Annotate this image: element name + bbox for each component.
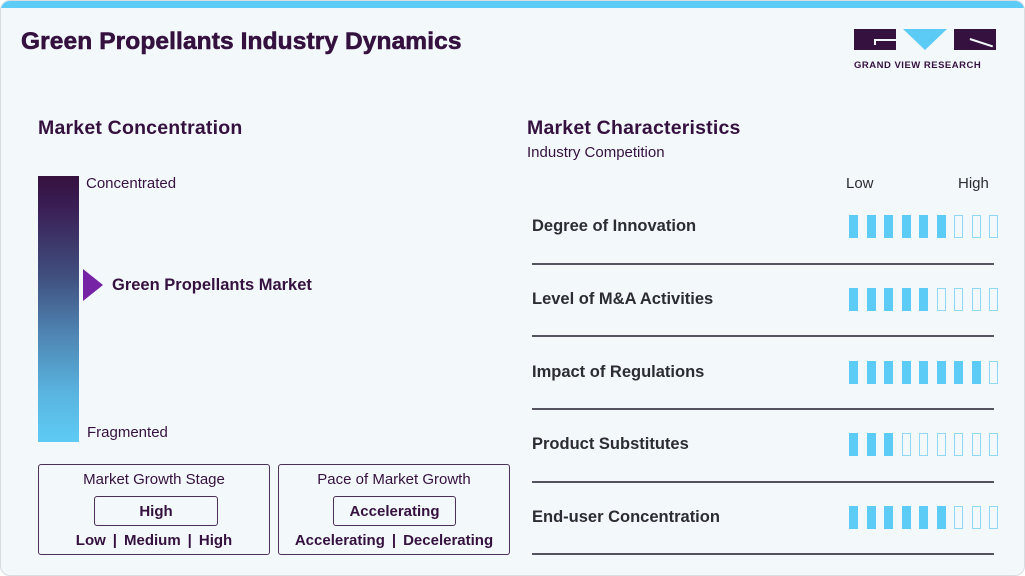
rating-bar-empty [989,360,998,384]
characteristic-label: Impact of Regulations [532,362,705,381]
separator: | [112,532,117,549]
rating-bars [849,190,998,262]
rating-bar-filled [884,505,893,529]
logo-g-stub [874,39,876,45]
rating-bar-empty [954,432,963,456]
growth-option-low: Low [75,532,106,549]
rating-bar-filled [884,214,893,238]
separator: | [187,532,192,549]
rating-bar-filled [901,505,911,529]
rating-bar-empty [989,432,998,456]
rating-bar-empty [954,505,963,529]
scale-high-label: High [958,175,989,192]
logo-v-triangle-icon [903,29,947,50]
scale-low-label: Low [846,175,874,192]
row-divider [532,408,994,410]
row-divider [532,553,994,555]
rating-bar-filled [849,432,858,456]
rating-bar-empty [989,287,998,311]
characteristic-row: Level of M&A Activities [532,263,998,335]
characteristic-row: Impact of Regulations [532,336,998,408]
top-accent-strip [1,1,1024,8]
rating-bar-empty [919,432,928,456]
rating-bar-filled [884,287,893,311]
characteristic-label: End-user Concentration [532,507,720,526]
rating-bar-filled [884,360,893,384]
concentrated-label: Concentrated [86,175,177,192]
rating-bars [849,263,998,335]
growth-option-high: High [198,532,233,549]
rating-bar-filled [866,505,876,529]
rating-bar-filled [849,505,858,529]
rating-bar-empty [901,432,911,456]
pace-option-accelerating: Accelerating [294,532,385,549]
rating-bar-filled [866,432,876,456]
market-growth-stage-options: Low | Medium | High [39,532,269,549]
pace-of-market-growth-title: Pace of Market Growth [317,471,471,488]
rating-bar-filled [919,214,928,238]
characteristic-label: Level of M&A Activities [532,289,714,308]
fragmented-label: Fragmented [87,424,168,441]
rating-bar-empty [971,287,981,311]
grand-view-research-logo: GRAND VIEW RESEARCH [854,29,996,73]
rating-bar-filled [936,360,946,384]
rating-bar-filled [936,214,946,238]
rating-bar-filled [954,360,963,384]
pace-of-market-growth-value: Accelerating [333,496,456,526]
rating-bars [849,336,998,408]
rating-bars [849,408,998,480]
rating-bar-filled [884,432,893,456]
rating-bar-filled [901,360,911,384]
characteristic-row: Product Substitutes [532,408,998,480]
characteristic-label: Product Substitutes [532,434,689,453]
pace-of-market-growth-box: Pace of Market Growth Accelerating Accel… [278,464,510,555]
market-characteristics-heading: Market Characteristics [527,117,741,139]
rating-bar-filled [849,287,858,311]
pace-option-decelerating: Decelerating [403,532,494,549]
rating-bar-filled [849,214,858,238]
market-concentration-heading: Market Concentration [38,117,243,139]
pace-of-market-growth-options: Accelerating | Decelerating [279,532,509,549]
rating-bar-filled [901,287,911,311]
rating-bar-empty [971,505,981,529]
characteristic-row: Degree of Innovation [532,190,998,262]
row-divider [532,263,994,265]
separator: | [391,532,397,549]
market-position-label: Green Propellants Market [112,276,312,294]
row-divider [532,481,994,483]
rating-bar-empty [989,505,998,529]
logo-text: GRAND VIEW RESEARCH [854,60,982,71]
market-position-arrow-icon [83,269,103,301]
rating-bar-filled [936,505,946,529]
logo-g-line [874,39,896,41]
page-title: Green Propellants Industry Dynamics [21,28,462,56]
rating-bars [849,481,998,553]
rating-bar-filled [901,214,911,238]
rating-bar-empty [936,432,946,456]
rating-bar-filled [866,287,876,311]
rating-bar-filled [866,360,876,384]
rating-bar-empty [971,214,981,238]
market-characteristics-subheading: Industry Competition [527,144,665,161]
row-divider [532,335,994,337]
concentration-gradient-bar [38,176,79,442]
rating-bar-empty [936,287,946,311]
rating-bar-filled [866,214,876,238]
market-growth-stage-value: High [94,496,218,526]
characteristic-row: End-user Concentration [532,481,998,553]
growth-option-medium: Medium [124,532,181,549]
market-growth-stage-title: Market Growth Stage [83,471,225,488]
rating-bar-filled [849,360,858,384]
rating-bar-empty [954,214,963,238]
rating-bar-empty [989,214,998,238]
rating-bar-empty [954,287,963,311]
rating-bar-filled [919,287,928,311]
rating-bar-filled [919,505,928,529]
rating-bar-filled [919,360,928,384]
rating-bar-empty [971,432,981,456]
market-growth-stage-box: Market Growth Stage High Low | Medium | High [38,464,270,555]
characteristic-label: Degree of Innovation [532,216,697,235]
rating-bar-filled [971,360,981,384]
